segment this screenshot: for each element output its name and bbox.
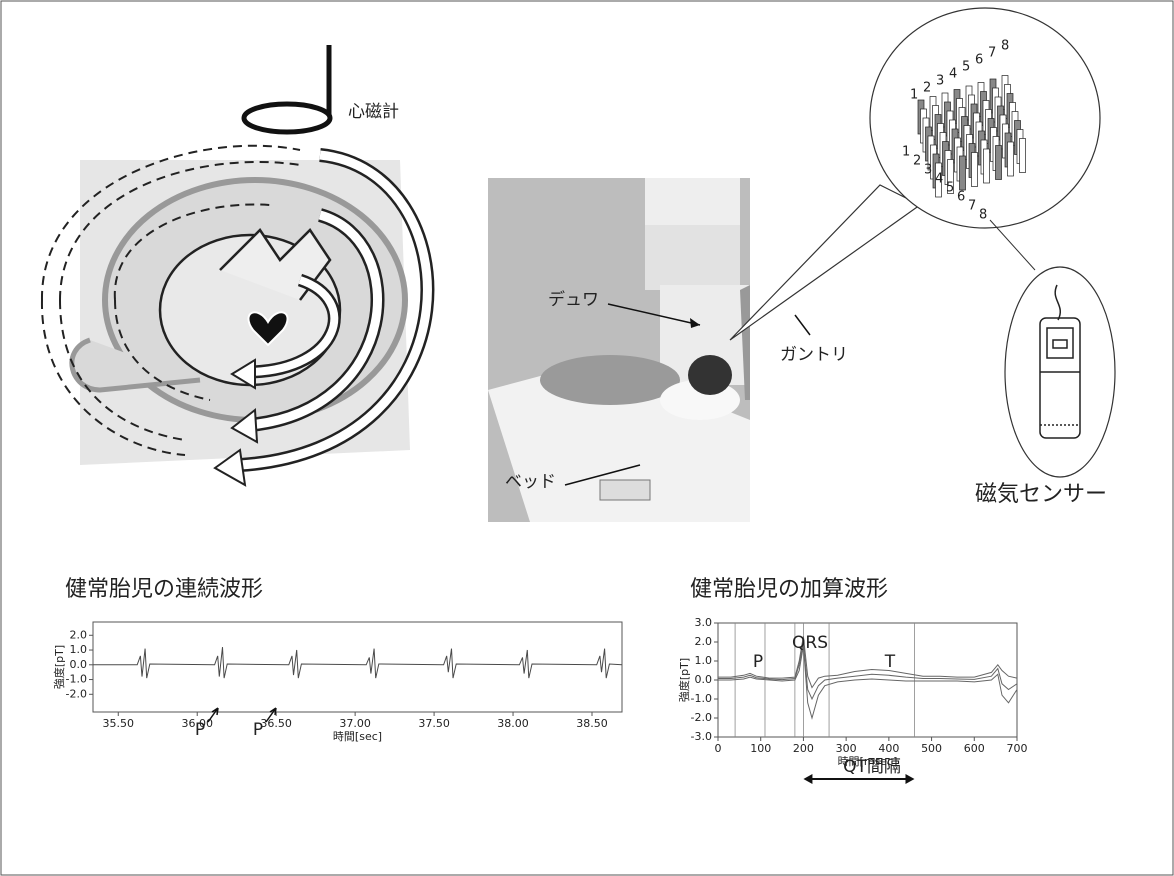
annotation: P (753, 652, 763, 672)
y-tick-label: -3.0 (691, 730, 712, 743)
sensor-number: 8 (979, 208, 987, 223)
sensor-number: 8 (1001, 39, 1009, 54)
sensor-coil (1008, 142, 1014, 176)
sensor-coil (996, 146, 1002, 180)
sensor-number: 1 (902, 145, 910, 160)
magnetometer-label: 心磁計 (348, 102, 399, 122)
x-tick-label: 37.50 (418, 717, 450, 730)
bed-label: ベッド (505, 472, 556, 492)
x-tick-label: 38.00 (497, 717, 529, 730)
sensor-coil (960, 156, 966, 190)
dewar-label: デュワ (548, 289, 599, 310)
y-tick-label: -2.0 (66, 687, 87, 700)
sensor-number: 7 (968, 199, 976, 214)
sensor-number: 6 (957, 190, 965, 205)
x-tick-label: 36.50 (260, 717, 292, 730)
sensor-number: 3 (924, 163, 932, 178)
y-axis-label: 強度[pT] (677, 658, 691, 702)
x-tick-label: 35.50 (103, 717, 135, 730)
sensor-label: 磁気センサー (975, 482, 1107, 507)
x-tick-label: 200 (793, 742, 814, 755)
x-tick-label: 400 (878, 742, 899, 755)
sensor-number: 3 (936, 74, 944, 89)
y-tick-label: -2.0 (691, 711, 712, 724)
sensor-number: 4 (935, 172, 943, 187)
sensor-number: 2 (923, 81, 931, 96)
chart-title: 健常胎児の連続波形 (65, 577, 263, 602)
y-tick-label: 0.0 (695, 673, 713, 686)
x-tick-label: 300 (836, 742, 857, 755)
annotation: P (195, 720, 205, 740)
sensor-number: 1 (910, 88, 918, 103)
y-tick-label: 1.0 (695, 654, 713, 667)
annotation: QRS (792, 633, 828, 653)
sensor-number: 5 (946, 181, 954, 196)
y-axis-label: 強度[pT] (52, 645, 66, 689)
annotation: T (884, 652, 896, 672)
x-tick-label: 500 (921, 742, 942, 755)
annotation: P (253, 720, 263, 740)
sensor-number: 2 (913, 154, 921, 169)
x-axis-label: 時間[sec] (333, 730, 382, 743)
sensor-number: 6 (975, 53, 983, 68)
y-tick-label: 0.0 (70, 658, 88, 671)
figure: 心磁計 デュワ ガントリ ベッド 1122334455667788 磁気センサー… (0, 0, 1174, 876)
x-tick-label: 100 (750, 742, 771, 755)
y-tick-label: 3.0 (695, 616, 713, 629)
y-tick-label: 2.0 (695, 635, 713, 648)
x-tick-label: 38.50 (576, 717, 608, 730)
annotation: QT間隔 (843, 757, 901, 777)
sensor-coil (984, 149, 990, 183)
sensor-coil (972, 153, 978, 187)
y-tick-label: 2.0 (70, 628, 88, 641)
y-tick-label: 1.0 (70, 643, 88, 656)
y-tick-label: -1.0 (66, 673, 87, 686)
sensor-number: 7 (988, 46, 996, 61)
gantry-label: ガントリ (780, 345, 848, 365)
x-tick-label: 37.00 (339, 717, 371, 730)
sensor-number: 4 (949, 67, 957, 82)
chart-title: 健常胎児の加算波形 (690, 577, 888, 602)
x-tick-label: 0 (715, 742, 722, 755)
y-tick-label: -1.0 (691, 692, 712, 705)
x-tick-label: 600 (964, 742, 985, 755)
x-tick-label: 700 (1007, 742, 1028, 755)
sensor-number: 5 (962, 60, 970, 75)
sensor-coil (1020, 139, 1026, 173)
